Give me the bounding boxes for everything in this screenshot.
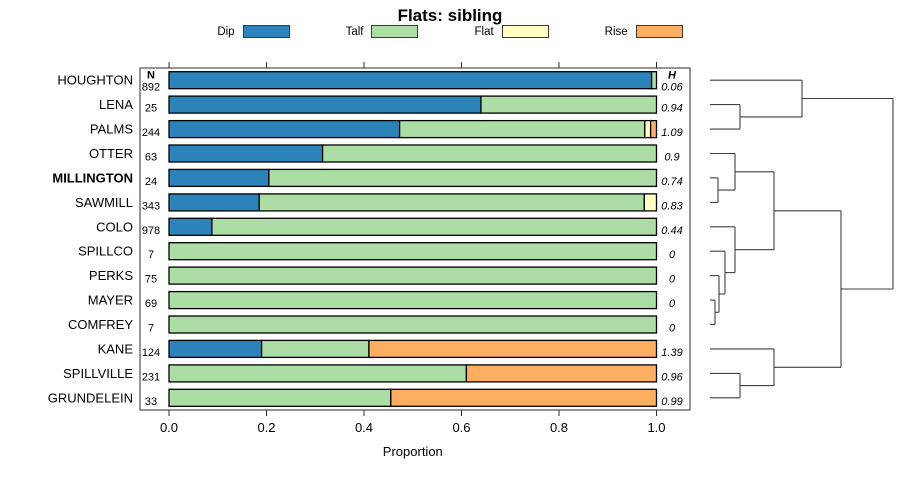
category-label: HOUGHTON [57, 73, 133, 88]
legend-swatch [501, 25, 549, 38]
n-value: 24 [145, 176, 157, 188]
bar-segment-talf [258, 193, 645, 212]
bar-segment-dip [168, 71, 653, 90]
bar-segment-rise [465, 364, 658, 383]
bar-segment-flat [644, 119, 652, 139]
bar-segment-dip [168, 339, 263, 359]
n-value: 231 [142, 371, 160, 383]
bar-segment-dip [168, 193, 260, 212]
n-column-header: N [147, 70, 155, 82]
n-value: 892 [142, 82, 160, 94]
bar-segment-dip [168, 144, 324, 163]
x-tick-label: 0.0 [160, 420, 178, 435]
h-value: 0.44 [661, 225, 682, 237]
category-label: KANE [98, 341, 134, 356]
category-label: COLO [96, 219, 133, 234]
x-tick-label: 0.8 [550, 420, 568, 435]
n-value: 33 [145, 396, 157, 408]
category-label: SPILLCO [78, 244, 133, 259]
bar-segment-talf [168, 364, 468, 383]
bar-segment-rise [649, 119, 658, 139]
n-value: 63 [145, 152, 157, 164]
bar-segment-dip [168, 119, 401, 139]
h-value: 0.99 [661, 396, 682, 408]
n-value: 75 [145, 274, 157, 286]
n-value: 25 [145, 103, 157, 115]
bar-segment-talf [260, 339, 370, 359]
h-value: 0 [669, 249, 676, 261]
h-value: 1.09 [661, 127, 682, 139]
h-value: 0.74 [661, 176, 682, 188]
category-label: OTTER [89, 146, 133, 161]
h-value: 0.9 [664, 152, 679, 164]
h-value: 0 [669, 323, 676, 335]
h-value: 0.06 [661, 82, 683, 94]
bar-segment-talf [650, 71, 658, 90]
h-value: 0 [669, 298, 676, 310]
category-label: MAYER [88, 293, 133, 308]
bar-segment-rise [390, 388, 658, 407]
legend-label: Talf [345, 25, 364, 38]
x-tick-label: 1.0 [647, 420, 665, 435]
legend-item-flat: Flat [474, 25, 549, 38]
plot-box [139, 67, 691, 411]
bar-segment-dip [168, 95, 482, 114]
n-value: 978 [142, 225, 160, 237]
bar-segment-talf [168, 315, 658, 334]
x-tick-label: 0.6 [452, 420, 470, 435]
bar-segment-talf [168, 388, 392, 407]
n-value: 69 [145, 298, 157, 310]
legend-item-dip: Dip [217, 25, 290, 38]
x-tick-label: 0.2 [257, 420, 275, 435]
category-label: SAWMILL [75, 195, 133, 210]
n-value: 7 [148, 249, 154, 261]
category-label: COMFREY [68, 317, 133, 332]
bar-segment-talf [211, 217, 658, 236]
n-value: 124 [142, 347, 160, 359]
h-column-header: H [668, 70, 677, 82]
bar-segment-talf [168, 266, 658, 285]
n-value: 7 [148, 323, 154, 335]
bar-segment-talf [168, 290, 658, 310]
h-value: 0.83 [661, 200, 683, 212]
n-value: 244 [142, 127, 160, 139]
x-axis-label: Proportion [383, 444, 443, 459]
legend-item-rise: Rise [605, 25, 683, 38]
legend-swatch [635, 25, 683, 38]
category-label: PERKS [89, 268, 133, 283]
h-value: 0.96 [661, 371, 683, 383]
n-value: 343 [142, 200, 160, 212]
category-label: LENA [99, 97, 133, 112]
category-label: GRUNDELEIN [48, 390, 133, 405]
bar-segment-talf [168, 242, 658, 261]
chart-title: Flats: sibling [397, 6, 503, 25]
bar-segment-flat [643, 193, 658, 212]
bar-segment-talf [268, 168, 658, 188]
bar-segment-rise [368, 339, 658, 359]
h-value: 0 [669, 274, 676, 286]
bar-segment-dip [168, 168, 270, 188]
legend: Dip Talf Flat Rise [0, 25, 900, 38]
legend-swatch [242, 25, 290, 38]
legend-swatch [371, 25, 419, 38]
legend-label: Dip [217, 25, 235, 38]
category-label: SPILLVILLE [63, 366, 133, 381]
category-label: MILLINGTON [52, 170, 133, 185]
h-value: 0.94 [661, 103, 682, 115]
legend-label: Rise [604, 25, 628, 38]
bar-segment-talf [321, 144, 658, 163]
legend-item-talf: Talf [346, 25, 419, 38]
category-label: PALMS [90, 122, 133, 137]
h-value: 1.39 [661, 347, 682, 359]
bar-segment-dip [168, 217, 213, 236]
x-tick-label: 0.4 [355, 420, 373, 435]
bar-segment-talf [398, 119, 646, 139]
legend-label: Flat [474, 25, 494, 38]
bar-segment-talf [480, 95, 658, 114]
